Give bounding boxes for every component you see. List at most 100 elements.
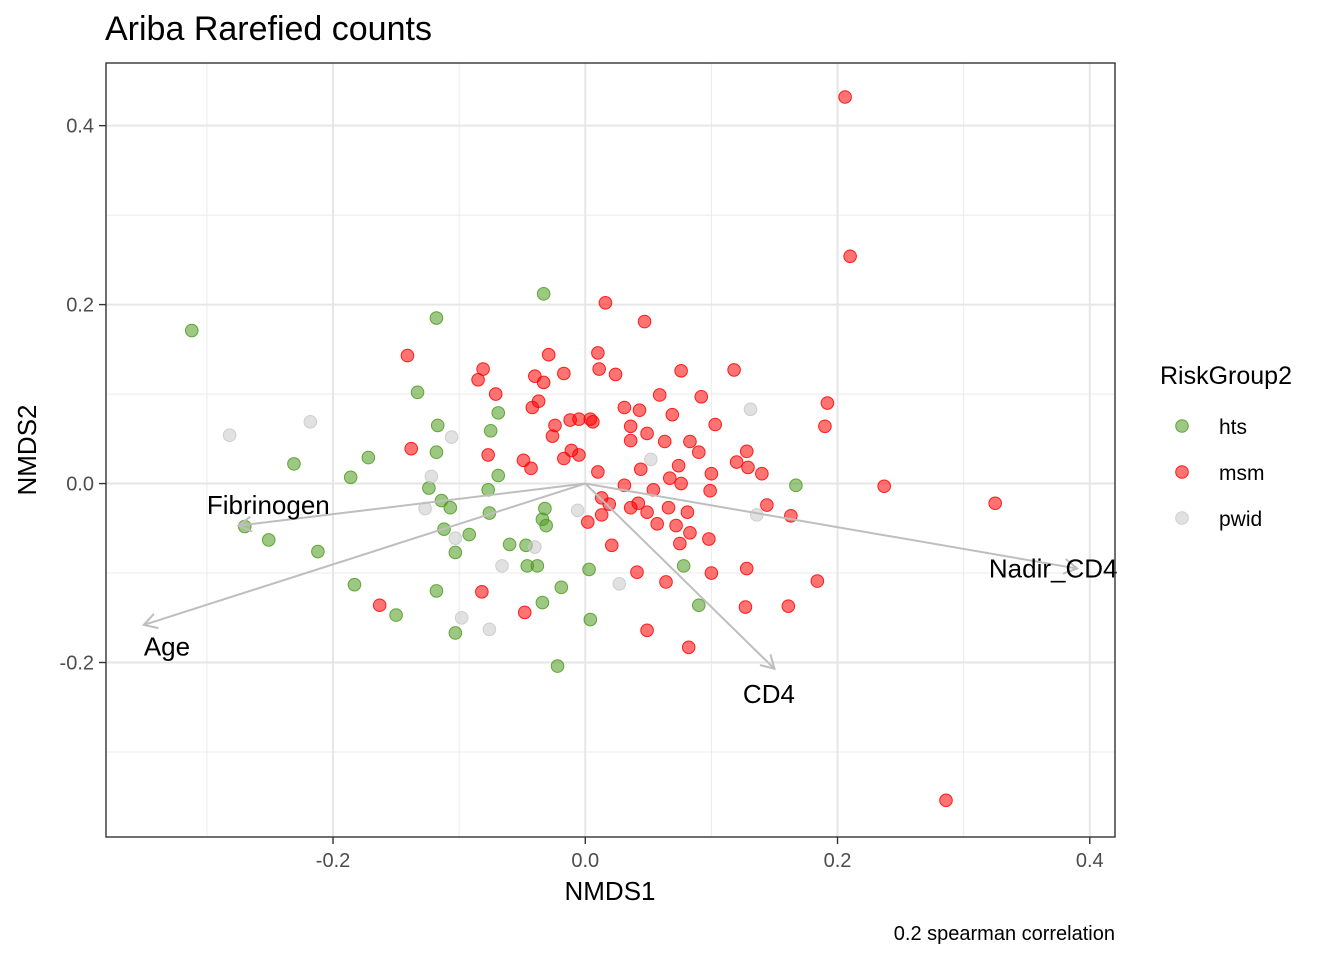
point-msm: [591, 346, 605, 360]
point-hts: [502, 537, 517, 552]
point-pwid: [482, 622, 497, 637]
plot-border: [105, 62, 1116, 838]
point-msm: [604, 538, 619, 553]
point-hts: [410, 385, 425, 400]
legend-title: RiskGroup2: [1160, 362, 1292, 390]
arrow-head: [236, 515, 253, 533]
legend-label-pwid: pwid: [1219, 508, 1262, 531]
point-msm: [488, 387, 503, 401]
point-msm: [683, 525, 697, 540]
legend-label-hts: hts: [1219, 416, 1247, 439]
arrow-label: Nadir_CD4: [989, 554, 1118, 584]
point-pwid: [743, 402, 758, 417]
point-msm: [640, 505, 654, 519]
point-hts: [184, 323, 199, 338]
point-msm: [674, 476, 688, 491]
point-pwid: [444, 430, 459, 444]
arrow-line: [238, 482, 586, 527]
point-msm: [704, 566, 719, 580]
point-msm: [372, 598, 387, 613]
arrow-head: [141, 613, 159, 630]
point-msm: [592, 362, 606, 376]
point-msm: [580, 515, 595, 529]
arrow-label: Fibrinogen: [207, 490, 330, 520]
point-pwid: [570, 503, 585, 518]
point-msm: [640, 426, 654, 441]
point-hts: [430, 418, 445, 433]
point-msm: [617, 400, 632, 415]
point-msm: [623, 433, 638, 448]
point-msm: [665, 407, 680, 422]
arrow-line: [143, 482, 586, 626]
point-hts: [491, 406, 506, 420]
point-hts: [261, 533, 276, 547]
point-hts: [343, 470, 358, 485]
point-hts: [536, 287, 551, 301]
point-hts: [539, 518, 553, 533]
point-hts: [483, 423, 498, 438]
point-msm: [818, 419, 832, 434]
point-msm: [525, 400, 540, 415]
y-tick-label: 0.4: [66, 116, 94, 138]
arrows-layer: Fibrinogen Age CD4 Nadir_CD4: [141, 482, 1118, 709]
point-msm: [838, 90, 852, 104]
point-hts: [550, 659, 565, 673]
y-tick-label: 0.0: [66, 474, 94, 496]
point-msm: [623, 500, 638, 515]
point-pwid: [528, 540, 542, 554]
point-msm: [517, 605, 532, 620]
point-msm: [400, 348, 415, 363]
x-axis-ticks: -0.2 0.0 0.2 0.4: [316, 837, 1104, 872]
point-pwid: [303, 415, 318, 429]
point-msm: [988, 496, 1002, 511]
grid-minor: [106, 63, 1115, 837]
point-hts: [448, 545, 463, 560]
point-msm: [632, 403, 647, 417]
point-msm: [591, 465, 605, 479]
arrow-label: Age: [144, 631, 190, 661]
point-pwid: [424, 469, 439, 484]
chart-caption: 0.2 spearman correlation: [894, 923, 1115, 945]
y-tick-label: 0.2: [66, 295, 94, 317]
point-msm: [810, 574, 825, 588]
point-msm: [598, 296, 613, 310]
point-msm: [681, 640, 696, 655]
point-msm: [683, 434, 697, 449]
point-msm: [671, 458, 686, 473]
x-tick-label: 0.2: [824, 850, 852, 872]
point-msm: [481, 448, 495, 462]
point-msm: [702, 532, 716, 546]
point-msm: [608, 367, 623, 382]
point-msm: [557, 366, 571, 381]
point-msm: [594, 508, 609, 522]
point-msm: [727, 363, 741, 377]
chart-title: Ariba Rarefied counts: [105, 10, 432, 48]
point-msm: [572, 412, 586, 426]
point-msm: [741, 460, 755, 475]
point-hts: [462, 527, 477, 542]
point-msm: [843, 249, 857, 264]
y-tick-label: -0.2: [60, 653, 94, 675]
legend-key-hts: [1175, 419, 1189, 433]
point-msm: [640, 623, 654, 638]
point-msm: [650, 517, 664, 531]
arrow-line: [585, 482, 1078, 570]
point-msm: [557, 451, 571, 466]
point-msm: [659, 575, 673, 589]
point-hts: [582, 562, 596, 577]
point-msm: [669, 518, 683, 533]
arrow-head: [759, 654, 776, 671]
point-msm: [630, 565, 644, 579]
point-pwid: [495, 559, 509, 573]
point-msm: [781, 599, 796, 613]
arrow-line: [584, 482, 776, 670]
point-msm: [623, 419, 638, 434]
point-hts: [583, 612, 598, 627]
x-axis-title: NMDS1: [564, 876, 655, 906]
point-msm: [602, 497, 617, 511]
x-tick-label: 0.0: [571, 850, 599, 872]
point-hts: [422, 481, 436, 495]
point-msm: [739, 561, 754, 576]
arrow-head: [1062, 558, 1080, 575]
